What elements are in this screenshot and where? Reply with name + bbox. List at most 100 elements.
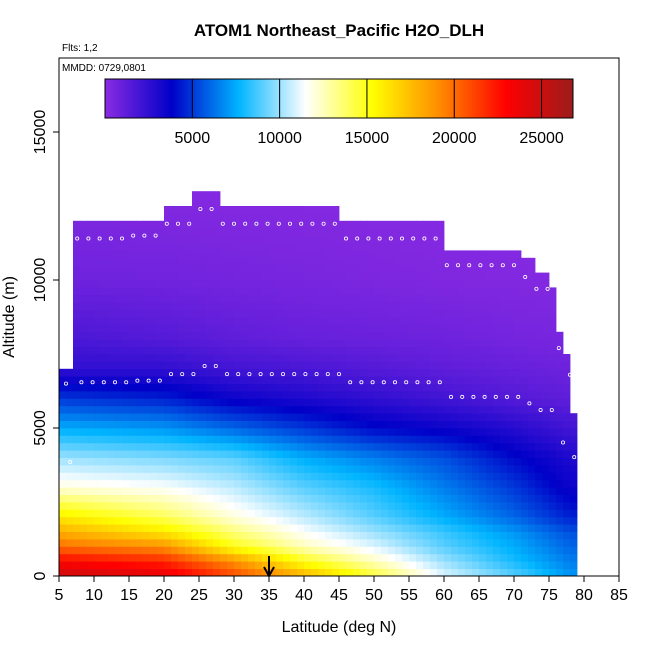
heatmap-cell — [360, 539, 368, 547]
heatmap-cell — [465, 539, 473, 547]
heatmap-cell — [262, 265, 270, 273]
heatmap-cell — [297, 494, 305, 503]
heatmap-cell — [220, 376, 228, 384]
heatmap-cell — [227, 309, 235, 318]
heatmap-cell — [514, 398, 522, 407]
heatmap-cell — [402, 346, 410, 355]
heatmap-cell — [108, 398, 116, 407]
heatmap-cell — [472, 383, 480, 392]
sample-point — [314, 372, 319, 377]
heatmap-cell — [87, 346, 95, 355]
heatmap-cell — [416, 265, 424, 273]
heatmap-cell — [528, 561, 536, 569]
heatmap-cell — [199, 383, 207, 392]
heatmap-cell — [493, 413, 501, 421]
heatmap-cell — [374, 361, 382, 370]
heatmap-cell — [402, 405, 410, 414]
heatmap-cell — [220, 287, 228, 296]
heatmap-cell — [367, 442, 375, 451]
heatmap-cell — [101, 317, 109, 325]
heatmap-cell — [220, 568, 228, 577]
heatmap-cell — [535, 435, 543, 444]
heatmap-cell — [374, 294, 382, 303]
heatmap-cell — [73, 309, 81, 318]
heatmap-cell — [535, 509, 543, 518]
heatmap-cell — [164, 531, 172, 540]
heatmap-cell — [59, 509, 67, 518]
heatmap-cell — [381, 531, 389, 540]
heatmap-cell — [360, 257, 368, 266]
heatmap-cell — [542, 516, 550, 525]
heatmap-cell — [248, 524, 256, 532]
heatmap-cell — [367, 553, 375, 562]
sample-point — [113, 380, 118, 385]
heatmap-cell — [423, 302, 431, 310]
heatmap-cell — [521, 324, 529, 333]
heatmap-cell — [143, 479, 151, 488]
heatmap-cell — [276, 317, 284, 325]
heatmap-cell — [206, 324, 214, 333]
heatmap-cell — [500, 553, 508, 562]
heatmap-cell — [269, 361, 277, 370]
heatmap-cell — [171, 457, 179, 466]
heatmap-cell — [360, 302, 368, 310]
heatmap-cell — [115, 553, 123, 562]
heatmap-cell — [318, 472, 326, 481]
heatmap-cell — [115, 294, 123, 303]
heatmap-cell — [507, 391, 515, 399]
heatmap-cell — [234, 553, 242, 562]
heatmap-cell — [332, 376, 340, 384]
heatmap-cell — [388, 442, 396, 451]
heatmap-cell — [101, 524, 109, 532]
heatmap-cell — [269, 398, 277, 407]
heatmap-cell — [276, 531, 284, 540]
heatmap-cell — [136, 361, 144, 370]
heatmap-cell — [556, 391, 564, 399]
heatmap-cell — [290, 287, 298, 296]
heatmap-cell — [234, 405, 242, 414]
heatmap-cell — [472, 339, 480, 347]
heatmap-cell — [395, 420, 403, 429]
heatmap-cell — [311, 524, 319, 532]
heatmap-cell — [185, 361, 193, 370]
heatmap-cell — [458, 339, 466, 347]
heatmap-cell — [80, 435, 88, 444]
heatmap-cell — [80, 568, 88, 577]
heatmap-cell — [374, 257, 382, 266]
heatmap-cell — [360, 309, 368, 318]
heatmap-cell — [73, 280, 81, 288]
heatmap-cell — [108, 524, 116, 532]
heatmap-cell — [283, 206, 291, 214]
heatmap-cell — [122, 531, 130, 540]
heatmap-cell — [220, 553, 228, 562]
heatmap-cell — [143, 398, 151, 407]
heatmap-cell — [192, 442, 200, 451]
heatmap-cell — [367, 561, 375, 569]
heatmap-cell — [360, 531, 368, 540]
heatmap-cell — [87, 354, 95, 362]
heatmap-cell — [367, 235, 375, 244]
heatmap-cell — [178, 346, 186, 355]
heatmap-cell — [73, 383, 81, 392]
heatmap-cell — [234, 257, 242, 266]
heatmap-cell — [206, 294, 214, 303]
heatmap-cell — [185, 213, 193, 222]
heatmap-cell — [297, 294, 305, 303]
heatmap-cell — [437, 442, 445, 451]
heatmap-cell — [507, 450, 515, 458]
heatmap-cell — [115, 435, 123, 444]
x-tick-label: 15 — [120, 587, 138, 604]
heatmap-cell — [528, 509, 536, 518]
heatmap-cell — [164, 502, 172, 510]
heatmap-cell — [122, 539, 130, 547]
heatmap-cell — [122, 272, 130, 281]
heatmap-cell — [206, 405, 214, 414]
heatmap-cell — [563, 494, 571, 503]
heatmap-cell — [472, 450, 480, 458]
heatmap-cell — [269, 383, 277, 392]
heatmap-cell — [157, 561, 165, 569]
heatmap-cell — [248, 220, 256, 229]
sample-point — [523, 275, 528, 280]
heatmap-cell — [570, 531, 578, 540]
heatmap-cell — [213, 479, 221, 488]
